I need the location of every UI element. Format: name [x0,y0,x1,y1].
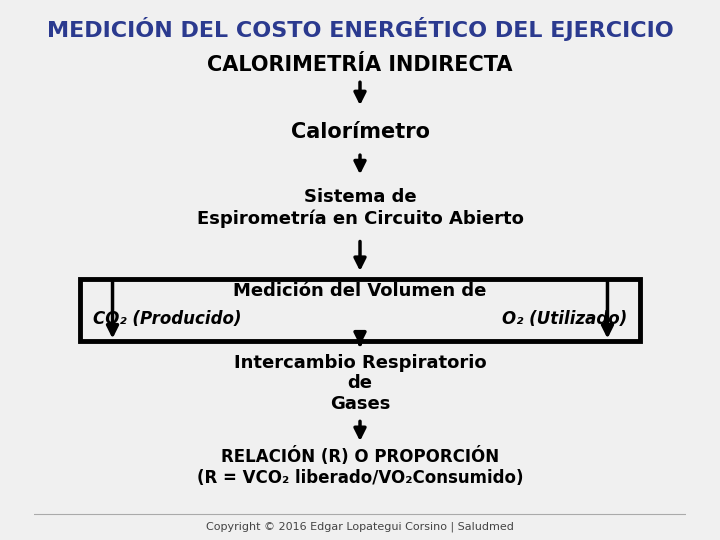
Text: Copyright © 2016 Edgar Lopategui Corsino | Saludmed: Copyright © 2016 Edgar Lopategui Corsino… [206,521,514,532]
Text: O₂ (Utilizado): O₂ (Utilizado) [502,309,627,328]
Text: RELACIÓN (R) O PROPORCIÓN
(R = VCO₂ liberado/VO₂Consumido): RELACIÓN (R) O PROPORCIÓN (R = VCO₂ libe… [197,447,523,487]
Text: Intercambio Respiratorio
de
Gases: Intercambio Respiratorio de Gases [234,354,486,413]
Text: Sistema de
Espirometría en Circuito Abierto: Sistema de Espirometría en Circuito Abie… [197,188,523,227]
Text: CALORIMETRÍA INDIRECTA: CALORIMETRÍA INDIRECTA [207,55,513,75]
Text: MEDICIÓN DEL COSTO ENERGÉTICO DEL EJERCICIO: MEDICIÓN DEL COSTO ENERGÉTICO DEL EJERCI… [47,17,673,41]
Text: Medición del Volumen de: Medición del Volumen de [233,281,487,300]
Text: Calorímetro: Calorímetro [290,122,430,143]
Text: CO₂ (Producido): CO₂ (Producido) [93,309,241,328]
